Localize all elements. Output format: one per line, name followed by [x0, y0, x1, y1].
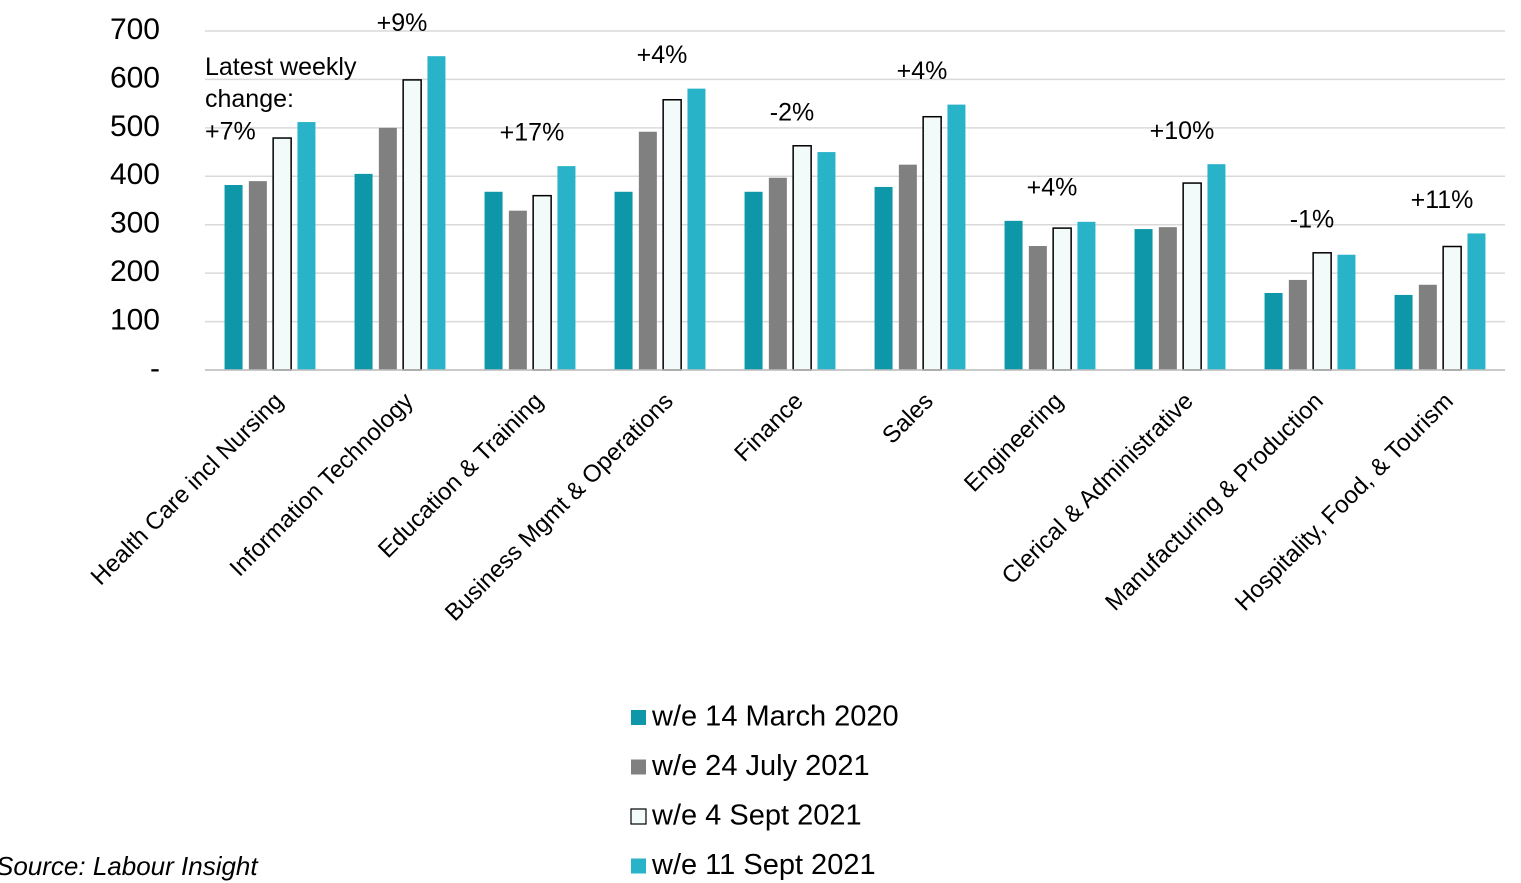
bar	[297, 122, 316, 370]
annotation-title: Latest weekly change:	[205, 53, 357, 113]
x-tick-label: Finance	[729, 388, 808, 467]
bar	[1182, 182, 1202, 371]
bar	[1288, 279, 1307, 370]
bar	[1418, 284, 1437, 370]
y-tick-label: 400	[110, 158, 160, 191]
bar	[1004, 220, 1023, 370]
legend-label: w/e 14 March 2020	[651, 701, 899, 733]
bar	[1134, 229, 1153, 370]
bar	[874, 186, 893, 370]
bar	[557, 166, 576, 370]
y-tick-label: 700	[110, 13, 160, 46]
y-tick-label: 200	[110, 255, 160, 288]
x-tick-label: Sales	[877, 388, 939, 450]
annotation: +9%	[377, 9, 428, 37]
y-tick-label: 600	[110, 61, 160, 94]
bar	[1312, 252, 1332, 371]
x-tick-label: Hospitality, Food, & Tourism	[1230, 388, 1459, 617]
bar	[744, 191, 763, 370]
annotation: +11%	[1411, 186, 1474, 214]
bar	[792, 145, 812, 371]
annotation: +4%	[1027, 173, 1078, 201]
bar	[768, 177, 787, 370]
bar	[922, 115, 942, 371]
bar	[1077, 221, 1096, 370]
bar	[687, 88, 706, 370]
annotation: +7%	[205, 118, 256, 146]
bar	[272, 137, 292, 371]
bar	[484, 191, 503, 370]
bar	[898, 164, 917, 370]
annotation: +4%	[637, 41, 688, 69]
bar	[1394, 294, 1413, 370]
bar	[947, 104, 966, 371]
x-tick-label: Engineering	[959, 388, 1069, 498]
annotation: +10%	[1150, 117, 1215, 145]
legend-swatch	[631, 759, 646, 775]
legend-swatch	[631, 858, 646, 874]
bar	[224, 185, 243, 370]
annotation: +4%	[897, 57, 948, 85]
bar	[354, 173, 373, 370]
bar	[1442, 245, 1462, 371]
y-tick-label: 500	[110, 110, 160, 143]
legend-swatch	[631, 710, 646, 725]
bar	[662, 99, 682, 371]
bar	[1158, 227, 1177, 370]
legend-label: w/e 4 Sept 2021	[651, 800, 862, 832]
annotation: -1%	[1290, 205, 1334, 233]
y-tick-label: 100	[110, 303, 160, 336]
bar	[1264, 292, 1283, 370]
legend-label: w/e 24 July 2021	[651, 750, 870, 782]
bar	[614, 191, 633, 370]
bar	[1467, 233, 1486, 370]
legend-swatch	[630, 808, 647, 825]
x-tick-label: Business Mgmt & Operations	[440, 388, 679, 627]
legend-label: w/e 11 Sept 2021	[651, 849, 876, 881]
bar	[532, 194, 552, 371]
x-tick-label: Manufacturing & Production	[1100, 388, 1329, 617]
bar	[638, 131, 657, 370]
annotation: -2%	[770, 98, 814, 126]
bar	[508, 210, 527, 370]
bar	[402, 79, 422, 371]
bar	[427, 56, 446, 370]
bar	[378, 127, 397, 370]
bar	[817, 152, 836, 370]
bar	[1028, 246, 1047, 370]
y-tick-label: -	[150, 352, 160, 385]
bar	[1052, 227, 1072, 371]
bar	[1207, 164, 1226, 370]
annotation-title-line: change:	[205, 85, 294, 113]
bar	[248, 181, 267, 370]
bar	[1337, 254, 1356, 370]
annotation-title-line: Latest weekly	[205, 53, 357, 81]
y-tick-label: 300	[110, 207, 160, 240]
source: Source: Labour Insight	[0, 851, 259, 881]
annotation: +17%	[500, 119, 565, 147]
